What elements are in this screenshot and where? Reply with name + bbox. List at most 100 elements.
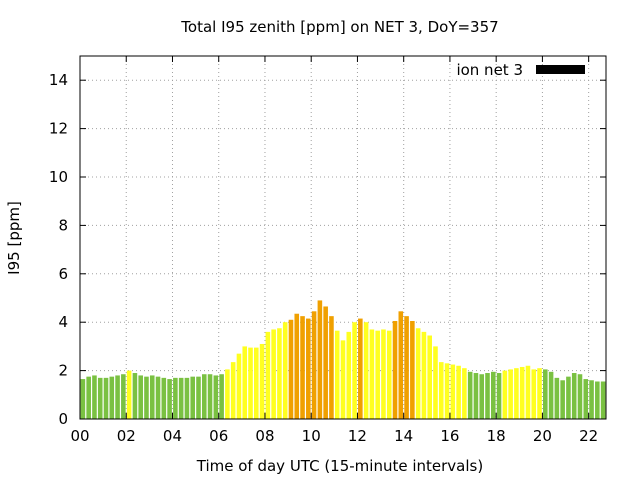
y-tick-label: 6	[58, 265, 68, 283]
legend-label: ion net 3	[456, 61, 523, 79]
bar	[496, 373, 502, 419]
bar	[577, 374, 583, 419]
bar	[230, 362, 236, 419]
bar	[358, 318, 363, 419]
bar	[433, 346, 438, 419]
bar	[294, 313, 300, 419]
bar	[167, 379, 172, 419]
bar	[398, 311, 404, 419]
bar	[519, 366, 525, 419]
x-axis-label: Time of day UTC (15-minute intervals)	[196, 457, 483, 475]
bar	[161, 377, 167, 419]
bar	[571, 373, 577, 419]
bar	[138, 375, 143, 419]
bar	[560, 380, 565, 419]
bar	[381, 329, 386, 419]
bar	[386, 330, 392, 419]
bar	[323, 306, 328, 419]
chart-title: Total I95 zenith [ppm] on NET 3, DoY=357	[180, 18, 498, 36]
bar	[473, 373, 479, 419]
bar	[438, 362, 444, 419]
bar	[543, 369, 548, 419]
grid-lines	[80, 56, 606, 419]
bar	[444, 363, 450, 419]
bar	[115, 375, 120, 419]
bar	[421, 331, 427, 419]
legend-swatch	[536, 65, 585, 74]
plot-frame	[79, 55, 607, 420]
x-tick-label: 20	[533, 427, 552, 445]
bar	[427, 335, 432, 419]
bar	[80, 379, 86, 419]
x-tick-label: 12	[348, 427, 367, 445]
bar	[219, 374, 224, 419]
y-tick-label: 10	[49, 168, 68, 186]
bar	[196, 376, 201, 419]
bar	[404, 316, 409, 419]
bar	[554, 377, 560, 419]
bar	[109, 376, 115, 419]
y-axis-label: I95 [ppm]	[5, 201, 23, 275]
bar	[277, 328, 282, 419]
bar	[300, 316, 305, 419]
x-axis-ticks: 00 02 04 06 08 10 12 14 16 18 20 22	[70, 56, 598, 445]
bar	[242, 346, 248, 419]
bar	[213, 375, 219, 419]
bar	[184, 377, 190, 419]
bar	[600, 381, 606, 419]
bar	[259, 343, 265, 419]
y-tick-label: 4	[58, 313, 68, 331]
x-tick-label: 10	[302, 427, 321, 445]
bar	[92, 375, 97, 419]
bar	[410, 320, 415, 419]
bar	[462, 368, 467, 419]
bar	[288, 319, 294, 419]
bar	[352, 322, 357, 419]
y-tick-label: 12	[49, 120, 68, 138]
bar	[132, 373, 138, 419]
x-tick-label: 04	[163, 427, 182, 445]
bar	[311, 311, 317, 419]
bar	[467, 371, 473, 419]
bar	[306, 318, 311, 419]
y-tick-label: 2	[58, 362, 68, 380]
x-tick-label: 16	[440, 427, 459, 445]
bar	[514, 368, 519, 419]
bar	[537, 368, 542, 419]
x-tick-label: 14	[394, 427, 413, 445]
bar	[369, 329, 375, 419]
bar	[86, 376, 91, 419]
bar	[271, 329, 276, 419]
bar	[126, 370, 132, 419]
bar	[508, 369, 513, 419]
bar	[144, 376, 149, 419]
bar	[254, 347, 259, 419]
bar	[265, 331, 271, 419]
y-tick-label: 14	[49, 71, 68, 89]
bar	[329, 316, 334, 419]
bar	[149, 375, 155, 419]
y-tick-label: 0	[58, 410, 68, 428]
bar	[490, 371, 496, 419]
bar	[97, 377, 103, 419]
y-tick-label: 8	[58, 216, 68, 234]
bar	[548, 371, 554, 419]
x-tick-label: 18	[487, 427, 506, 445]
bar	[225, 369, 230, 419]
bar	[479, 374, 485, 419]
bar	[485, 373, 490, 419]
bar	[201, 374, 207, 419]
bar	[121, 374, 126, 419]
bar	[236, 353, 242, 419]
bar	[392, 320, 398, 419]
bar	[375, 330, 380, 419]
x-tick-label: 02	[117, 427, 136, 445]
bar	[589, 380, 594, 419]
bar	[207, 374, 213, 419]
x-tick-label: 06	[209, 427, 228, 445]
bar	[595, 381, 600, 419]
y-axis-ticks: 0 2 4 6 8 10 12 14	[49, 71, 606, 428]
bar-series	[80, 300, 606, 419]
bar	[450, 364, 456, 419]
